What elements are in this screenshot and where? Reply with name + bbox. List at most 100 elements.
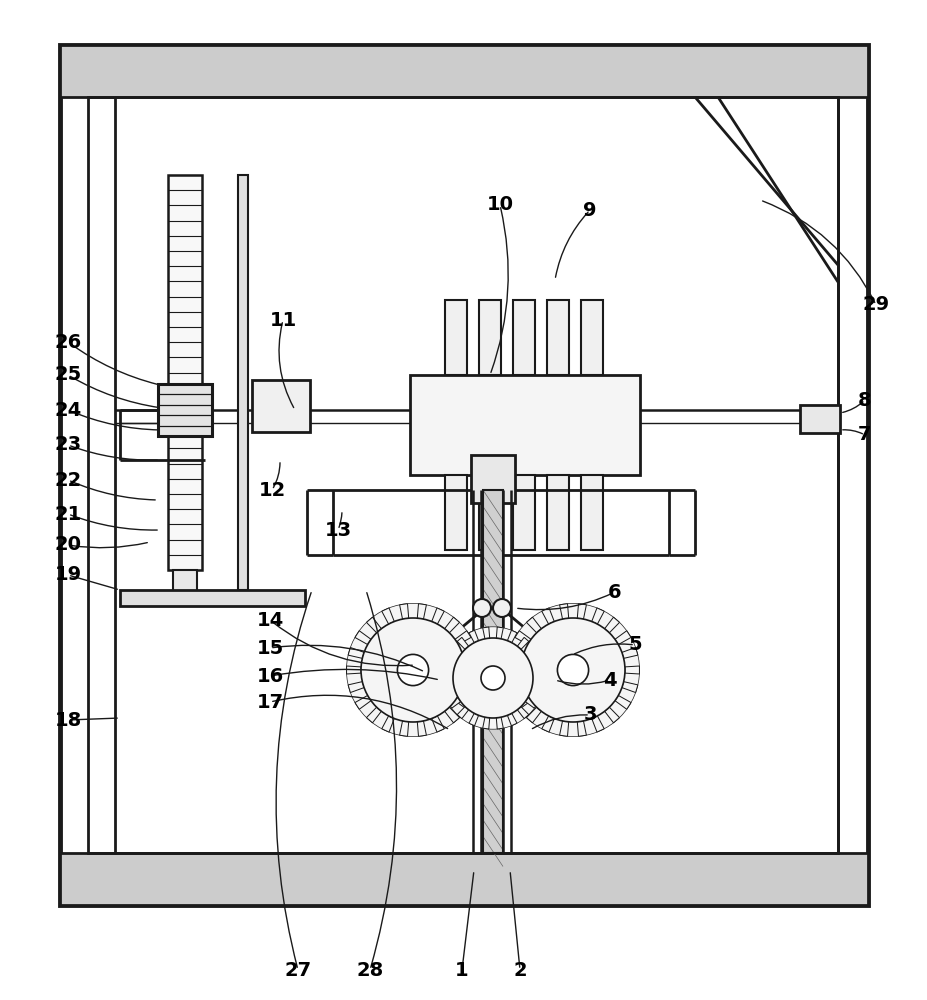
Polygon shape: [508, 647, 524, 658]
Bar: [546, 300, 568, 375]
Circle shape: [480, 666, 504, 690]
Text: 20: 20: [55, 536, 82, 554]
Circle shape: [520, 618, 624, 722]
Circle shape: [506, 603, 639, 737]
Text: 13: 13: [324, 520, 351, 540]
Bar: [445, 300, 466, 375]
Circle shape: [557, 654, 588, 686]
Text: 19: 19: [55, 566, 82, 584]
Circle shape: [397, 654, 428, 686]
Polygon shape: [541, 608, 553, 624]
Polygon shape: [525, 698, 537, 708]
Text: 14: 14: [256, 610, 284, 630]
Bar: [580, 475, 603, 550]
Polygon shape: [506, 666, 521, 674]
Circle shape: [441, 627, 543, 729]
Bar: [445, 475, 466, 550]
Polygon shape: [354, 695, 371, 709]
Polygon shape: [417, 721, 425, 736]
Text: 4: 4: [603, 670, 616, 690]
Polygon shape: [346, 666, 361, 674]
Polygon shape: [348, 647, 363, 658]
Circle shape: [473, 599, 490, 617]
Text: 26: 26: [55, 332, 82, 352]
Polygon shape: [400, 721, 408, 736]
Text: 29: 29: [861, 296, 889, 314]
Polygon shape: [559, 721, 568, 736]
Bar: [88, 97, 837, 853]
Polygon shape: [577, 604, 586, 619]
Polygon shape: [516, 707, 528, 719]
Polygon shape: [591, 608, 603, 624]
Polygon shape: [514, 695, 530, 709]
Bar: [478, 300, 501, 375]
Bar: [546, 475, 568, 550]
Polygon shape: [559, 604, 568, 619]
Polygon shape: [448, 648, 460, 658]
Bar: [60, 45, 867, 97]
Bar: [168, 175, 202, 570]
Polygon shape: [615, 631, 630, 645]
Bar: [482, 490, 502, 853]
Text: 12: 12: [258, 481, 286, 499]
Polygon shape: [530, 661, 542, 669]
Text: 23: 23: [55, 436, 82, 454]
Polygon shape: [462, 682, 477, 693]
Polygon shape: [541, 716, 553, 732]
Polygon shape: [530, 687, 542, 695]
Polygon shape: [482, 627, 489, 639]
Text: 21: 21: [55, 504, 82, 524]
Bar: [60, 853, 867, 905]
Polygon shape: [516, 637, 528, 649]
Text: 8: 8: [857, 390, 870, 410]
Polygon shape: [604, 617, 619, 633]
Polygon shape: [591, 716, 603, 732]
Polygon shape: [496, 717, 502, 729]
Bar: [471, 455, 514, 503]
Polygon shape: [457, 637, 468, 649]
Polygon shape: [526, 617, 540, 633]
Polygon shape: [454, 695, 471, 709]
Bar: [478, 475, 501, 550]
Text: 25: 25: [55, 365, 82, 384]
Polygon shape: [381, 716, 394, 732]
Polygon shape: [366, 707, 381, 723]
Bar: [482, 490, 502, 853]
Polygon shape: [507, 713, 516, 726]
Polygon shape: [468, 630, 478, 643]
Text: 24: 24: [55, 400, 82, 420]
Polygon shape: [441, 675, 452, 681]
Polygon shape: [532, 675, 543, 681]
Polygon shape: [496, 627, 502, 639]
Polygon shape: [624, 666, 639, 674]
Bar: [513, 475, 535, 550]
Polygon shape: [514, 631, 530, 645]
Text: 18: 18: [55, 710, 82, 730]
Text: 15: 15: [256, 639, 284, 658]
Bar: [799, 405, 839, 433]
Bar: [237, 175, 248, 590]
Bar: [513, 300, 535, 375]
Bar: [120, 590, 305, 606]
Polygon shape: [454, 631, 471, 645]
Polygon shape: [462, 647, 477, 658]
Bar: [172, 570, 197, 600]
Text: 10: 10: [486, 196, 513, 215]
Circle shape: [452, 638, 532, 718]
Polygon shape: [442, 661, 455, 669]
Polygon shape: [526, 707, 540, 723]
Text: 3: 3: [583, 706, 596, 724]
Text: 11: 11: [269, 310, 297, 330]
Bar: [580, 300, 603, 375]
Polygon shape: [444, 617, 459, 633]
Polygon shape: [507, 630, 516, 643]
Text: 5: 5: [628, 636, 641, 654]
Polygon shape: [577, 721, 586, 736]
Text: 27: 27: [285, 960, 311, 980]
Polygon shape: [457, 707, 468, 719]
Polygon shape: [348, 682, 363, 693]
Polygon shape: [468, 713, 478, 726]
Text: 17: 17: [256, 692, 284, 712]
Circle shape: [492, 599, 511, 617]
Polygon shape: [525, 648, 537, 658]
